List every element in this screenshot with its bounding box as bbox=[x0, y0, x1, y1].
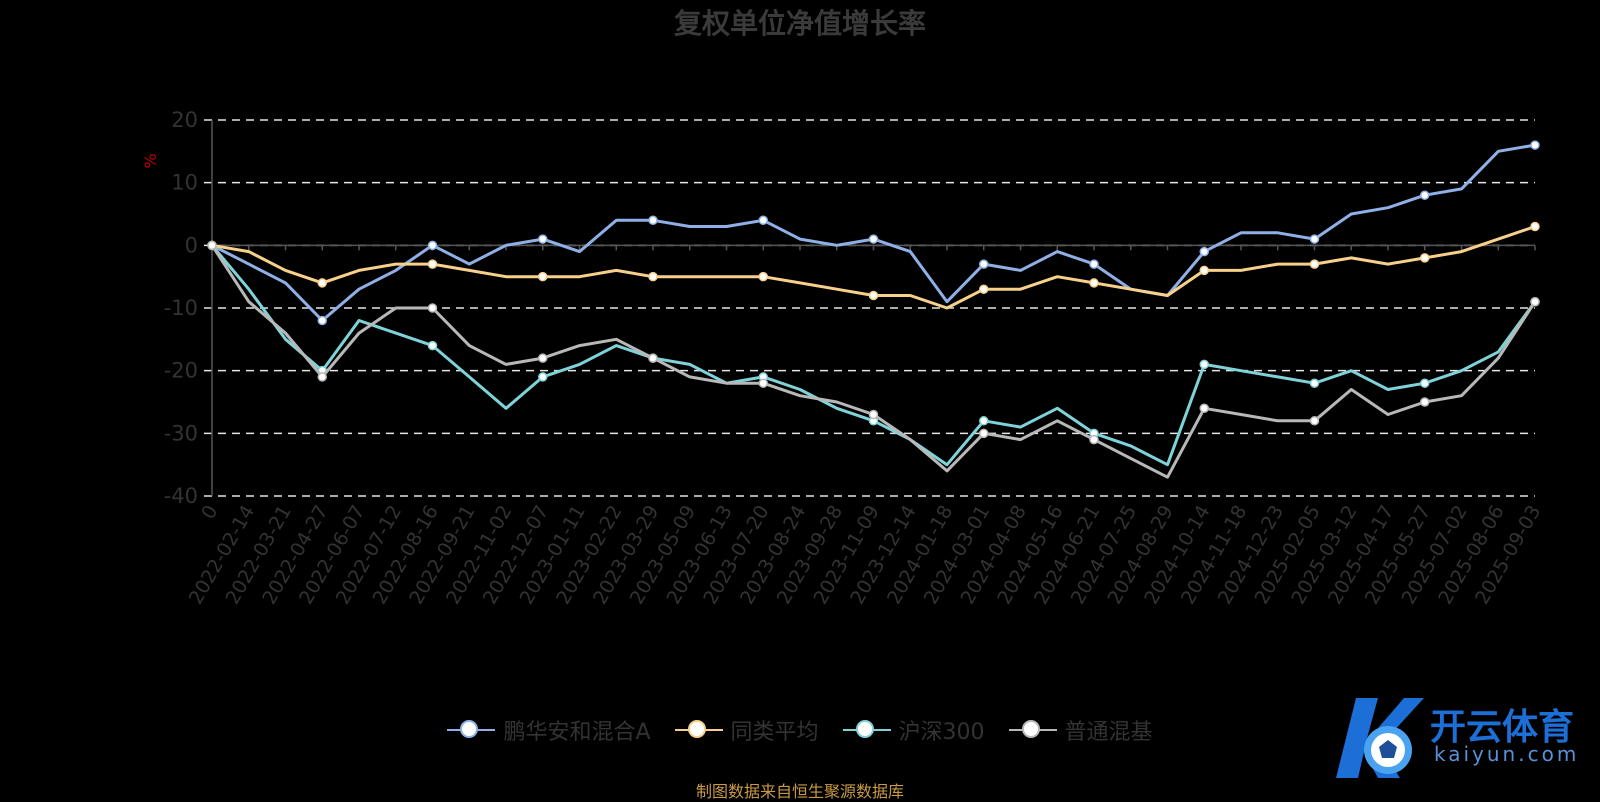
data-point bbox=[317, 372, 327, 382]
data-point bbox=[979, 416, 989, 426]
data-point bbox=[758, 378, 768, 388]
data-point bbox=[538, 353, 548, 363]
series-3 bbox=[207, 240, 1540, 467]
y-axis-label: % bbox=[141, 153, 160, 168]
data-point bbox=[317, 278, 327, 288]
data-point bbox=[1309, 234, 1320, 244]
data-point bbox=[868, 234, 879, 244]
series-4 bbox=[207, 240, 1540, 479]
data-point bbox=[648, 353, 658, 363]
legend-label: 普通混基 bbox=[1064, 720, 1153, 745]
data-point bbox=[648, 215, 658, 226]
data-point bbox=[427, 259, 438, 269]
legend-item[interactable]: 同类平均 bbox=[674, 714, 819, 746]
y-tick-label: -10 bbox=[164, 296, 198, 320]
data-point bbox=[868, 290, 879, 301]
data-point bbox=[1530, 296, 1540, 307]
data-point bbox=[427, 303, 438, 313]
series-line bbox=[210, 244, 1537, 467]
legend-label: 沪深300 bbox=[898, 720, 985, 745]
data-point bbox=[427, 240, 438, 251]
data-point bbox=[1089, 434, 1099, 445]
data-point bbox=[979, 259, 989, 269]
data-point bbox=[207, 240, 217, 251]
legend-item[interactable]: 鹏华安和混合A bbox=[447, 714, 651, 746]
data-point bbox=[1199, 265, 1209, 276]
y-tick-label: 10 bbox=[171, 171, 198, 195]
data-point bbox=[1530, 221, 1540, 232]
legend-swatch-icon bbox=[842, 720, 891, 740]
y-tick-label: -40 bbox=[164, 484, 198, 508]
legend: 鹏华安和混合A 同类平均 沪深300 普通混基 bbox=[0, 714, 1600, 746]
watermark-domain: kaiyun.com bbox=[1434, 742, 1580, 766]
data-point bbox=[758, 271, 768, 282]
data-point bbox=[1530, 140, 1540, 150]
data-point bbox=[1309, 416, 1320, 426]
data-point bbox=[758, 215, 768, 226]
data-point bbox=[1089, 259, 1099, 269]
data-point bbox=[1420, 397, 1430, 407]
source-note: 制图数据来自恒生聚源数据库 bbox=[695, 782, 904, 801]
y-tick-label: -30 bbox=[164, 421, 198, 445]
data-point bbox=[1420, 378, 1430, 388]
chart-title: 复权单位净值增长率 bbox=[673, 7, 926, 40]
legend-swatch-icon bbox=[447, 720, 496, 740]
legend-item[interactable]: 普通混基 bbox=[1008, 714, 1153, 746]
data-point bbox=[427, 340, 438, 351]
y-tick-label: 0 bbox=[185, 233, 198, 257]
series-line bbox=[210, 244, 1537, 479]
data-point bbox=[1420, 253, 1430, 263]
data-point bbox=[538, 234, 548, 244]
data-point bbox=[1199, 359, 1209, 370]
legend-swatch-icon bbox=[674, 720, 723, 740]
watermark-brand: 开云体育 bbox=[1430, 707, 1575, 748]
data-point bbox=[1420, 190, 1430, 200]
data-point bbox=[1309, 259, 1320, 269]
watermark-logo: 开云体育 kaiyun.com bbox=[1318, 690, 1598, 790]
kaiyun-logo-icon bbox=[1336, 698, 1424, 778]
data-point bbox=[317, 315, 327, 326]
series-2 bbox=[207, 221, 1540, 310]
data-point bbox=[1199, 403, 1209, 414]
data-point bbox=[1199, 246, 1209, 257]
data-point bbox=[648, 271, 658, 282]
data-point bbox=[1089, 278, 1099, 288]
data-point bbox=[1309, 378, 1320, 388]
legend-label: 同类平均 bbox=[730, 720, 819, 745]
data-point bbox=[538, 271, 548, 282]
x-tick-label: 0 bbox=[197, 502, 222, 523]
data-point bbox=[868, 409, 879, 420]
data-point bbox=[979, 428, 989, 439]
legend-item[interactable]: 沪深300 bbox=[842, 714, 985, 746]
y-tick-label: 20 bbox=[171, 108, 198, 132]
y-tick-label: -20 bbox=[164, 359, 198, 383]
data-point bbox=[538, 372, 548, 382]
legend-swatch-icon bbox=[1008, 720, 1057, 740]
legend-label: 鹏华安和混合A bbox=[503, 720, 651, 745]
data-point bbox=[979, 284, 989, 294]
